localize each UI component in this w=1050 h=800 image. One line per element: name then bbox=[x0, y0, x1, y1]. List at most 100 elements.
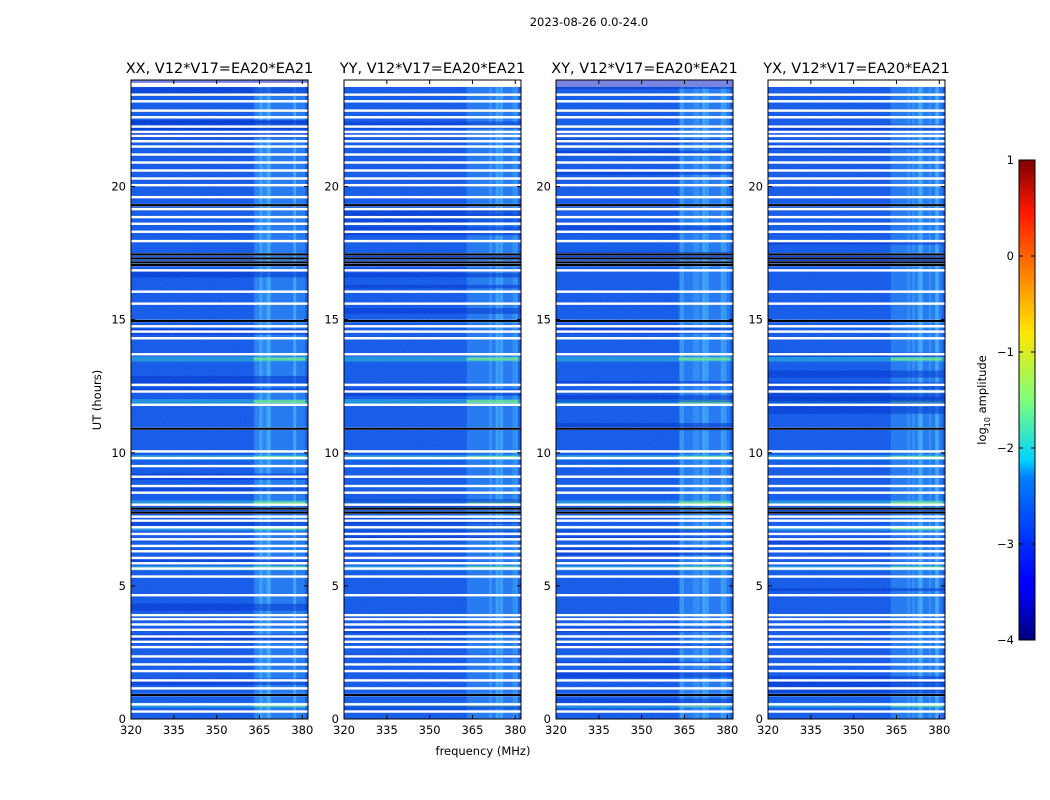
flagged-row bbox=[131, 593, 308, 597]
flagged-row bbox=[768, 515, 945, 518]
flagged-row bbox=[556, 215, 733, 219]
flagged-row bbox=[556, 635, 733, 638]
panel-heatmap bbox=[768, 87, 945, 719]
flagged-row bbox=[131, 161, 308, 164]
flagged-row-dark bbox=[344, 264, 521, 267]
flagged-row bbox=[131, 687, 308, 690]
flagged-row bbox=[344, 593, 521, 597]
flagged-row bbox=[344, 617, 521, 621]
flagged-row bbox=[131, 613, 308, 617]
y-tick-label: 5 bbox=[756, 579, 763, 593]
panel-heatmap bbox=[344, 87, 521, 719]
flagged-row bbox=[131, 475, 308, 478]
x-tick-label: 380 bbox=[504, 723, 526, 737]
flagged-row bbox=[131, 532, 308, 536]
flagged-row bbox=[768, 623, 945, 626]
flagged-row bbox=[344, 207, 521, 211]
colorbar-label-main: log bbox=[975, 427, 989, 445]
panel-heatmap bbox=[556, 80, 733, 719]
flagged-row bbox=[131, 390, 308, 393]
flagged-row bbox=[768, 140, 945, 143]
flagged-row bbox=[344, 550, 521, 553]
flagged-row bbox=[344, 544, 521, 548]
flagged-row-dark bbox=[131, 264, 308, 267]
colorbar-tick-label: −3 bbox=[997, 537, 1014, 551]
flagged-row bbox=[768, 390, 945, 393]
flagged-row-dark bbox=[344, 511, 521, 514]
flagged-row bbox=[556, 145, 733, 148]
flagged-row bbox=[556, 710, 733, 713]
flagged-row bbox=[131, 130, 308, 134]
flagged-row bbox=[556, 669, 733, 673]
flagged-row bbox=[344, 456, 521, 460]
flagged-row-dark bbox=[768, 264, 945, 267]
flagged-row bbox=[768, 613, 945, 617]
flagged-row bbox=[344, 669, 521, 673]
flagged-row-dark bbox=[768, 319, 945, 322]
flagged-row bbox=[131, 330, 308, 333]
panel-frame bbox=[343, 79, 522, 720]
panel-heatmap bbox=[131, 80, 308, 719]
x-tick-label: 320 bbox=[545, 723, 567, 737]
flagged-row bbox=[768, 93, 945, 96]
flagged-row bbox=[344, 383, 521, 387]
y-tick-label: 10 bbox=[748, 446, 763, 460]
y-tick-label: 5 bbox=[332, 579, 339, 593]
flagged-row bbox=[344, 464, 521, 468]
flagged-row bbox=[556, 456, 733, 460]
flagged-row bbox=[556, 239, 733, 243]
flagged-row bbox=[556, 575, 733, 578]
flagged-row-dark bbox=[131, 427, 308, 430]
flagged-row bbox=[556, 679, 733, 682]
flagged-row bbox=[344, 538, 521, 541]
colorbar-gradient bbox=[1018, 159, 1036, 641]
flagged-row bbox=[131, 207, 308, 211]
flagged-row-dark bbox=[768, 427, 945, 430]
panel-frame bbox=[767, 79, 946, 720]
flagged-row bbox=[344, 519, 521, 522]
flagged-row bbox=[344, 330, 521, 333]
flagged-row bbox=[344, 575, 521, 578]
flagged-row bbox=[768, 161, 945, 164]
flagged-row bbox=[556, 484, 733, 488]
flagged-row bbox=[344, 134, 521, 138]
flagged-row bbox=[768, 645, 945, 649]
flagged-row bbox=[344, 153, 521, 156]
x-tick-label: 365 bbox=[461, 723, 483, 737]
flagged-row bbox=[131, 183, 308, 187]
x-tick-label: 335 bbox=[376, 723, 398, 737]
flagged-row-dark bbox=[344, 319, 521, 322]
flagged-row bbox=[131, 703, 308, 706]
flagged-row bbox=[131, 222, 308, 225]
panel-frame bbox=[130, 79, 309, 720]
colorbar-tick-label: −1 bbox=[997, 345, 1014, 359]
flagged-row bbox=[131, 140, 308, 143]
flagged-row-dark bbox=[556, 507, 733, 510]
flagged-row-dark bbox=[131, 257, 308, 260]
flagged-row-dark bbox=[131, 261, 308, 264]
flagged-row bbox=[768, 475, 945, 478]
y-tick-label: 0 bbox=[332, 712, 339, 726]
flagged-row bbox=[556, 491, 733, 494]
panel-title: XX, V12*V17=EA20*EA21 bbox=[126, 61, 314, 77]
flagged-row bbox=[131, 484, 308, 488]
flagged-row bbox=[556, 302, 733, 305]
flagged-row bbox=[768, 679, 945, 682]
flagged-row bbox=[556, 623, 733, 626]
flagged-row bbox=[556, 640, 733, 643]
flagged-row bbox=[556, 687, 733, 690]
flagged-row bbox=[768, 109, 945, 112]
y-tick-label: 15 bbox=[748, 313, 763, 327]
x-tick-label: 350 bbox=[843, 723, 865, 737]
x-tick-label: 335 bbox=[163, 723, 185, 737]
flagged-row bbox=[131, 145, 308, 148]
flagged-row bbox=[556, 562, 733, 565]
x-tick-label: 365 bbox=[248, 723, 270, 737]
flagged-row bbox=[556, 130, 733, 134]
flagged-row bbox=[768, 222, 945, 225]
flagged-row bbox=[768, 617, 945, 621]
flagged-row bbox=[768, 403, 945, 407]
flagged-row bbox=[131, 153, 308, 156]
flagged-row bbox=[131, 169, 308, 172]
